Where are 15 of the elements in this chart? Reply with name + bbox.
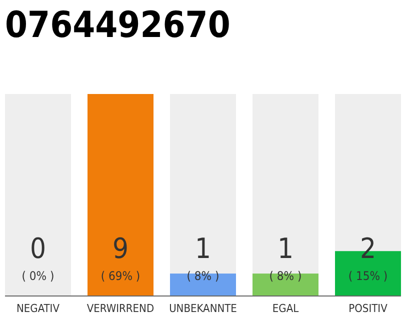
x-tick-label: UNBEKANNTE [169,302,237,315]
x-tick-label: NEGATIV [16,302,60,315]
data-label: 9 [112,232,129,265]
data-label: 1 [194,232,212,265]
annotation: ( 69% ) [100,269,140,283]
annotation: ( 0% ) [22,269,54,283]
data-label: 0 [30,232,46,265]
annotation: ( 8% ) [269,269,302,283]
annotation: ( 15% ) [348,269,388,283]
x-tick-label: POSITIV [348,302,388,315]
annotation: ( 8% ) [186,269,220,283]
x-tick-label: VERWIRREND [86,302,154,315]
x-tick-label: EGAL [272,302,300,315]
chart-title: 0764492670 [5,5,230,46]
data-label: 1 [277,232,294,265]
